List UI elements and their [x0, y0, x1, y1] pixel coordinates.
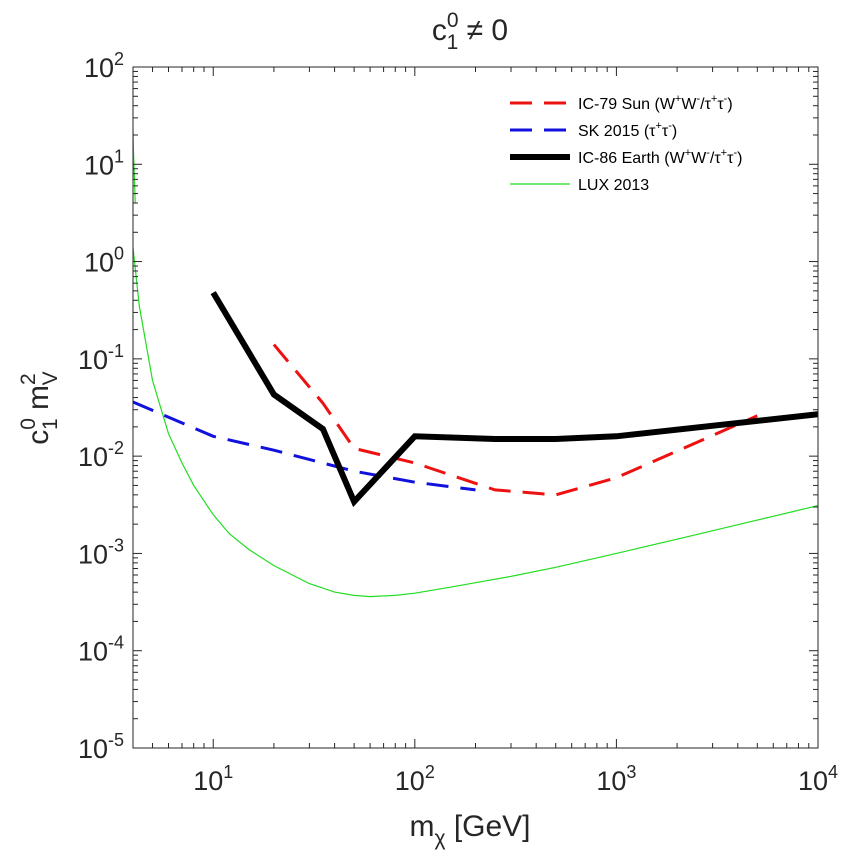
legend-text-part: W — [691, 150, 707, 167]
series-line-3 — [133, 247, 818, 598]
legend-text-part: + — [685, 147, 691, 159]
y-tick-label-exponent: -3 — [108, 535, 124, 555]
title-sup: 0 — [447, 9, 459, 32]
y-tick-label-base: 10 — [84, 248, 114, 278]
legend-label-2: IC-86 Earth (W+W-/τ+τ-) — [578, 147, 742, 167]
tick-labels: 101 102 103 10410-510-410-310-210-110010110… — [78, 49, 838, 796]
legend-text-part: - — [724, 93, 728, 105]
y-tick-label-base: 10 — [84, 150, 114, 180]
ylabel-m-sub: V — [39, 371, 62, 385]
x-tick-label-exponent: 2 — [425, 762, 435, 782]
x-tick-label-exponent: 4 — [828, 762, 838, 782]
legend-text-part: LUX 2013 — [578, 177, 649, 194]
y-tick-label-base: 10 — [78, 637, 108, 667]
axes-layer — [132, 66, 819, 749]
xlabel-base: m — [409, 810, 434, 843]
legend-label-1: SK 2015 (τ+τ-) — [578, 120, 677, 140]
xlabel-sub: χ — [434, 827, 445, 850]
y-tick-label-base: 10 — [78, 734, 108, 764]
series-line-2 — [210, 291, 818, 508]
x-tick-label-base: 10 — [193, 766, 223, 796]
legend-text-part: SK 2015 (τ — [578, 123, 656, 140]
legend-text-part: + — [721, 147, 727, 159]
series-line-0 — [272, 343, 758, 497]
series-layer — [133, 130, 818, 598]
legend-label-0: IC-79 Sun (W+W-/τ+τ-) — [578, 93, 733, 113]
plot-area — [133, 67, 818, 748]
y-tick-label-base: 10 — [78, 539, 108, 569]
y-tick-label-exponent: -5 — [108, 730, 124, 750]
legend-label-3: LUX 2013 — [578, 177, 649, 194]
x-axis-label: mχ [GeV] — [409, 810, 530, 850]
ylabel-m-sup: 2 — [17, 373, 40, 385]
legend-text-part: W — [681, 96, 697, 113]
legend-text-part: τ — [662, 123, 669, 140]
y-tick-label: 101 — [84, 146, 124, 180]
x-tick-label-base: 10 — [395, 766, 425, 796]
legend-text-part: - — [696, 93, 700, 105]
legend-text-part: /τ — [710, 150, 721, 167]
legend-text-part: ) — [672, 123, 677, 140]
title-sub: 1 — [447, 31, 459, 54]
y-tick-label-exponent: 0 — [114, 244, 124, 264]
y-tick-label-exponent: 2 — [114, 49, 124, 69]
y-tick-label-base: 10 — [78, 442, 108, 472]
x-tick-label-exponent: 1 — [223, 762, 233, 782]
x-tick-label: 102 — [395, 762, 435, 796]
y-tick-label-base: 10 — [84, 53, 114, 83]
legend-text-part: - — [706, 147, 710, 159]
x-tick-label-exponent: 3 — [626, 762, 636, 782]
legend-text-part: - — [733, 147, 737, 159]
legend-text-part: + — [655, 120, 661, 132]
y-tick-label: 10-4 — [78, 633, 124, 667]
x-tick-label: 101 — [193, 762, 233, 796]
y-axis-label: c01 m2V — [17, 371, 62, 444]
legend-text-part: IC-86 Earth (W — [578, 150, 686, 167]
ylabel-c-sub: 1 — [39, 418, 62, 430]
y-tick-label: 100 — [84, 244, 124, 278]
legend-text-part: /τ — [700, 96, 711, 113]
xlabel-rest: [GeV] — [445, 810, 530, 843]
legend-text-part: + — [711, 93, 717, 105]
y-tick-label: 102 — [84, 49, 124, 83]
legend-text-part: + — [675, 93, 681, 105]
legend-text-part: IC-79 Sun (W — [578, 96, 676, 113]
legend: IC-79 Sun (W+W-/τ+τ-)SK 2015 (τ+τ-)IC-86… — [510, 93, 742, 194]
y-tick-label-exponent: -2 — [108, 438, 124, 458]
y-tick-label: 10-2 — [78, 438, 124, 472]
title-rest: ≠ 0 — [458, 14, 508, 47]
series-line-1 — [133, 400, 476, 492]
y-tick-label: 10-3 — [78, 535, 124, 569]
title-base: c — [432, 14, 447, 47]
chart-title: c0 1 ≠ 0 — [432, 9, 508, 54]
y-tick-label-base: 10 — [78, 345, 108, 375]
x-tick-label-base: 10 — [798, 766, 828, 796]
legend-text-part: - — [668, 120, 672, 132]
y-tick-label: 10-1 — [78, 341, 124, 375]
plot-background — [133, 67, 818, 748]
x-tick-label-base: 10 — [596, 766, 626, 796]
ylabel-c-sup: 0 — [17, 418, 40, 430]
legend-text-part: ) — [727, 96, 732, 113]
legend-text-part: ) — [737, 150, 742, 167]
x-tick-label: 104 — [798, 762, 838, 796]
y-tick-label: 10-5 — [78, 730, 124, 764]
x-tick-label: 103 — [596, 762, 636, 796]
y-tick-label-exponent: -4 — [108, 633, 124, 653]
ylabel-c: c — [22, 430, 55, 445]
legend-text-part: τ — [727, 150, 734, 167]
ylabel-m: m — [22, 385, 55, 418]
y-tick-label-exponent: -1 — [108, 341, 124, 361]
legend-text-part: τ — [717, 96, 724, 113]
y-tick-label-exponent: 1 — [114, 146, 124, 166]
